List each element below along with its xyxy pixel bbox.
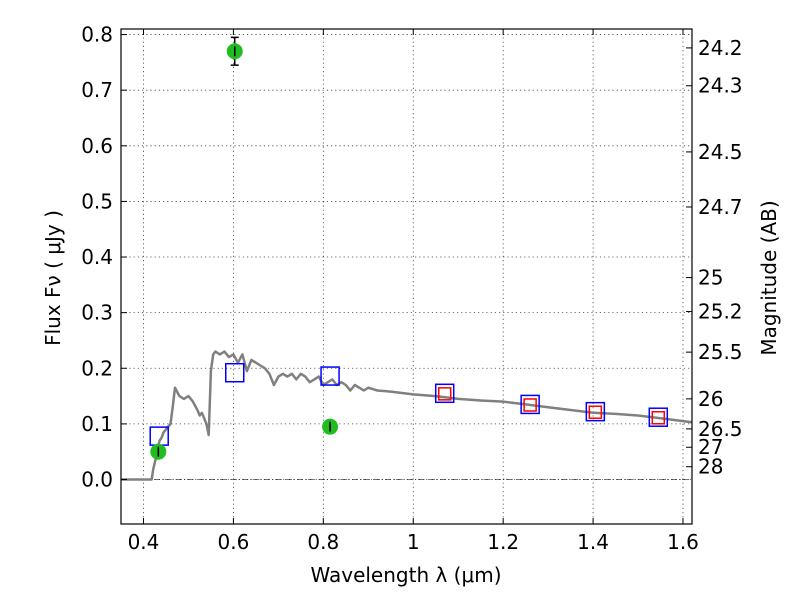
y-tick-label: 0.8 — [81, 23, 113, 47]
model-point-blue — [320, 366, 340, 386]
model-point-red — [437, 387, 452, 401]
y-tick-label: 0.6 — [81, 134, 113, 158]
x-axis: 0.4 0.6 0.8 1 1.2 1.4 1.6 — [128, 29, 699, 554]
x-tick-label: 1 — [407, 530, 420, 554]
x-tick-label: 1.6 — [667, 530, 699, 554]
magnitude-tick-label: 28 — [698, 455, 723, 479]
y-tick-label: 0.5 — [81, 189, 113, 213]
grid — [121, 29, 692, 524]
magnitude-tick-label: 26 — [698, 387, 723, 411]
x-tick-label: 0.8 — [307, 530, 339, 554]
model-point-red — [523, 398, 537, 412]
x-tick-label: 1.2 — [487, 530, 519, 554]
y-tick-label: 0.1 — [81, 412, 113, 436]
magnitude-tick-label: 24.2 — [698, 36, 743, 60]
y-tick-label: 0.3 — [81, 301, 113, 325]
model-point-blue — [225, 362, 245, 383]
x-tick-label: 0.4 — [128, 530, 160, 554]
model-point-blue — [520, 394, 540, 415]
x-tick-label: 1.4 — [577, 530, 609, 554]
y-tick-label: 0.4 — [81, 245, 113, 269]
model-point-blue — [585, 401, 606, 422]
y-tick-label: 0.0 — [81, 468, 113, 492]
magnitude-tick-label: 24.7 — [698, 195, 743, 219]
magnitude-tick-label: 26.5 — [698, 417, 743, 441]
magnitude-tick-label: 24.5 — [698, 140, 743, 164]
series — [121, 36, 693, 481]
magnitude-tick-label: 24.3 — [698, 74, 743, 98]
magnitude-tick-label: 25.5 — [698, 340, 743, 364]
y-tick-label: 0.7 — [81, 78, 113, 102]
magnitude-axis-title: Magnitude (AB) — [757, 200, 781, 355]
model-point-red — [588, 405, 603, 419]
model-point-red — [651, 411, 666, 425]
magnitude-tick-label: 27 — [698, 435, 723, 459]
model-point-blue — [648, 407, 669, 427]
magnitude-tick-label: 25.2 — [698, 300, 743, 324]
model-spectrum-line — [121, 350, 693, 481]
x-axis-title: Wavelength λ (μm) — [310, 563, 501, 587]
y-axis: 0.0 0.1 0.2 0.3 0.4 0.5 0.6 0.7 0.8 — [81, 23, 127, 492]
y-tick-label: 0.2 — [81, 356, 113, 380]
magnitude-tick-label: 25 — [698, 266, 723, 290]
x-tick-label: 0.6 — [217, 530, 249, 554]
plot-frame — [120, 28, 693, 525]
y-axis-title: Flux Fν ( μJy ) — [41, 210, 65, 346]
model-point-blue — [434, 383, 455, 404]
